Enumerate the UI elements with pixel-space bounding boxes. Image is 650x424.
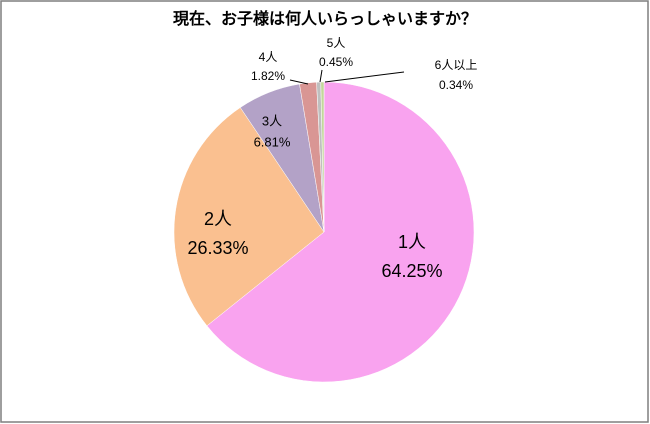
slice-category-label: 3人 bbox=[262, 113, 282, 128]
slice-value-label: 6.81% bbox=[254, 134, 291, 149]
chart-title: 現在、お子様は何人いらっしゃいますか？ bbox=[173, 9, 477, 28]
slice-value-label: 26.33% bbox=[187, 238, 248, 258]
pie-slice bbox=[173, 107, 325, 327]
slice-category-label: 5人 bbox=[327, 36, 346, 50]
slice-category-label: 1人 bbox=[398, 232, 426, 252]
leader-line bbox=[289, 79, 309, 85]
pie-slice bbox=[206, 81, 475, 383]
slice-value-label: 0.34% bbox=[439, 78, 473, 92]
slice-category-label: 6人以上 bbox=[435, 58, 478, 72]
slice-category-label: 4人 bbox=[259, 50, 278, 64]
slice-value-label: 64.25% bbox=[381, 261, 442, 281]
slice-value-label: 0.45% bbox=[319, 55, 353, 69]
leader-line bbox=[324, 71, 405, 83]
pie-slice bbox=[320, 81, 325, 233]
leader-line bbox=[319, 69, 323, 83]
slice-category-label: 2人 bbox=[204, 209, 232, 229]
slice-value-label: 1.82% bbox=[251, 69, 285, 83]
